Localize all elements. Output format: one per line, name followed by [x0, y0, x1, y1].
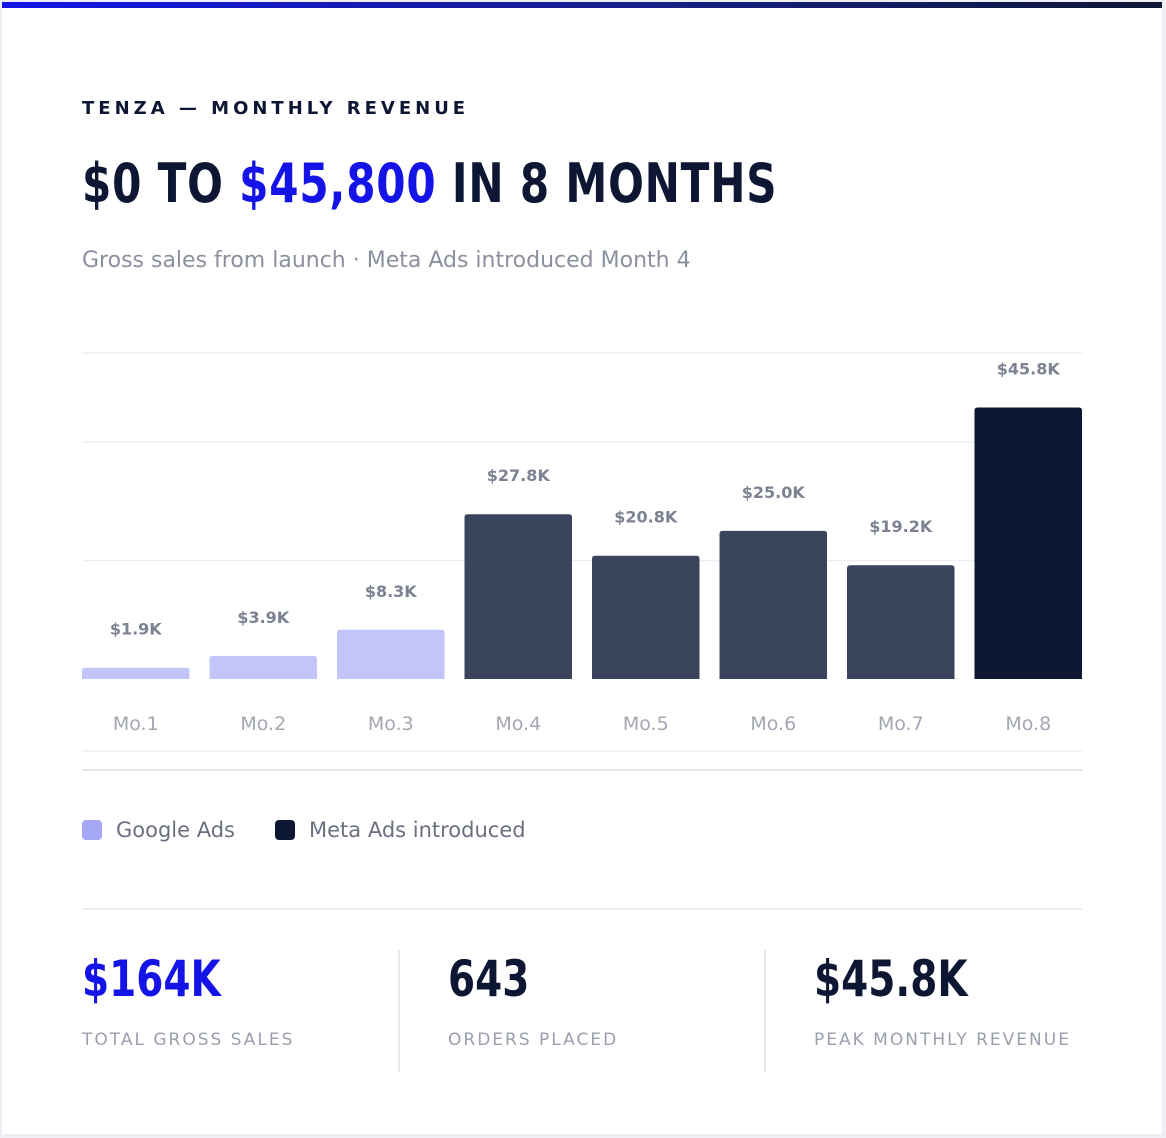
bar-mo1 [82, 667, 190, 679]
x-tick-label: Mo.6 [750, 713, 796, 735]
google-ads-swatch [82, 820, 102, 840]
headline-suffix: IN 8 MONTHS [436, 152, 778, 215]
subtitle: Gross sales from launch · Meta Ads intro… [82, 248, 691, 273]
legend-label-google: Google Ads [116, 818, 235, 842]
stat-orders-placed: 643 ORDERS PLACED [448, 950, 618, 1072]
stat-separator [398, 950, 400, 1072]
stat-label-orders: ORDERS PLACED [448, 1030, 619, 1050]
data-label: $8.3K [365, 582, 417, 601]
data-label: $20.8K [614, 508, 678, 527]
x-tick-label: Mo.5 [623, 713, 669, 735]
stats-divider [82, 908, 1082, 910]
stat-value-total: $164K [82, 950, 221, 1008]
x-tick-label: Mo.2 [240, 713, 286, 735]
bar-mo2 [209, 655, 317, 679]
stat-value-peak: $45.8K [814, 950, 968, 1008]
accent-bar [2, 2, 1162, 8]
revenue-bar-chart: $1.9K Mo.1 $3.9K Mo.2 $8.3K Mo.3 $27.8K Mo.4 $20… [82, 352, 1082, 771]
stat-label-peak: PEAK MONTHLY REVENUE [814, 1030, 1071, 1050]
bar-mo6 [719, 530, 827, 679]
legend-item-meta: Meta Ads introduced [275, 818, 526, 842]
x-tick-label: Mo.4 [495, 713, 541, 735]
bar-mo3 [337, 629, 445, 679]
x-tick-label: Mo.8 [1005, 713, 1051, 735]
bar-mo7 [847, 565, 955, 679]
headline-highlight: $45,800 [239, 152, 437, 215]
stat-peak-revenue: $45.8K PEAK MONTHLY REVENUE [814, 950, 1071, 1072]
x-tick-label: Mo.1 [113, 713, 159, 735]
stat-separator [764, 950, 766, 1072]
legend-label-meta: Meta Ads introduced [309, 818, 526, 842]
data-label: $3.9K [237, 608, 289, 627]
eyebrow-label: TENZA — MONTHLY REVENUE [82, 98, 470, 119]
data-label: $45.8K [997, 360, 1061, 379]
chart-legend: Google Ads Meta Ads introduced [82, 818, 526, 842]
stat-value-orders: 643 [448, 950, 530, 1008]
legend-item-google: Google Ads [82, 818, 235, 842]
data-label: $25.0K [742, 483, 806, 502]
headline: $0 TO $45,800 IN 8 MONTHS [82, 152, 777, 215]
stat-label-total: TOTAL GROSS SALES [82, 1030, 295, 1050]
bar-mo5 [592, 555, 700, 679]
data-label: $19.2K [869, 517, 933, 536]
data-label: $27.8K [487, 466, 551, 485]
stat-total-gross-sales: $164K TOTAL GROSS SALES [82, 950, 294, 1072]
bar-mo4 [464, 514, 572, 679]
x-tick-label: Mo.3 [368, 713, 414, 735]
data-label: $1.9K [110, 620, 162, 639]
bar-mo8 [974, 407, 1082, 679]
headline-prefix: $0 TO [82, 152, 240, 215]
x-tick-label: Mo.7 [878, 713, 924, 735]
meta-ads-swatch [275, 820, 295, 840]
